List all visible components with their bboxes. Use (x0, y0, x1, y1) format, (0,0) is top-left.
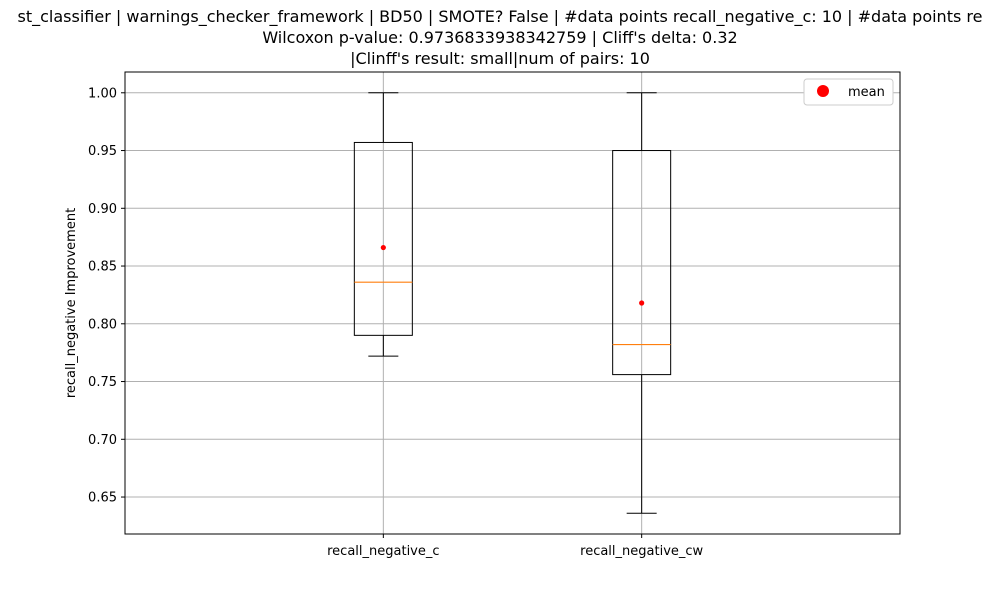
title-line-2: Wilcoxon p-value: 0.9736833938342759 | C… (262, 28, 737, 47)
plot-frame (124, 71, 901, 535)
y-tick-label: 0.90 (88, 202, 117, 217)
x-tick-label: recall_negative_c (327, 544, 439, 559)
y-tick-label: 0.95 (88, 144, 117, 159)
legend: mean (803, 78, 894, 106)
x-tick-label: recall_negative_cw (580, 544, 703, 559)
y-tick-label: 0.75 (88, 375, 117, 390)
box-iqr (353, 141, 413, 336)
title-line-1: st_classifier | warnings_checker_framewo… (18, 7, 983, 27)
boxes (353, 92, 672, 514)
chart-title: st_classifier | warnings_checker_framewo… (18, 7, 983, 68)
grid-lines (125, 72, 900, 534)
x-axis-ticks: recall_negative_c recall_negative_cw (327, 534, 704, 559)
legend-mean-label: mean (848, 85, 885, 100)
y-axis-ticks: 0.65 0.70 0.75 0.80 0.85 0.90 0.95 1.00 (88, 86, 125, 506)
mean-point (639, 300, 645, 306)
legend-box (803, 78, 894, 106)
y-tick-label: 0.80 (88, 317, 117, 332)
mean-point (380, 244, 386, 251)
y-tick-label: 0.65 (88, 491, 117, 506)
y-axis-label: recall_negative Improvement (64, 208, 79, 398)
y-tick-label: 0.85 (88, 260, 117, 275)
y-tick-label: 0.70 (88, 433, 117, 448)
y-tick-label: 1.00 (88, 86, 117, 101)
box-iqr (612, 150, 672, 376)
title-line-3: |Clinff's result: small|num of pairs: 10 (350, 49, 650, 68)
legend-mean-marker (817, 85, 829, 97)
